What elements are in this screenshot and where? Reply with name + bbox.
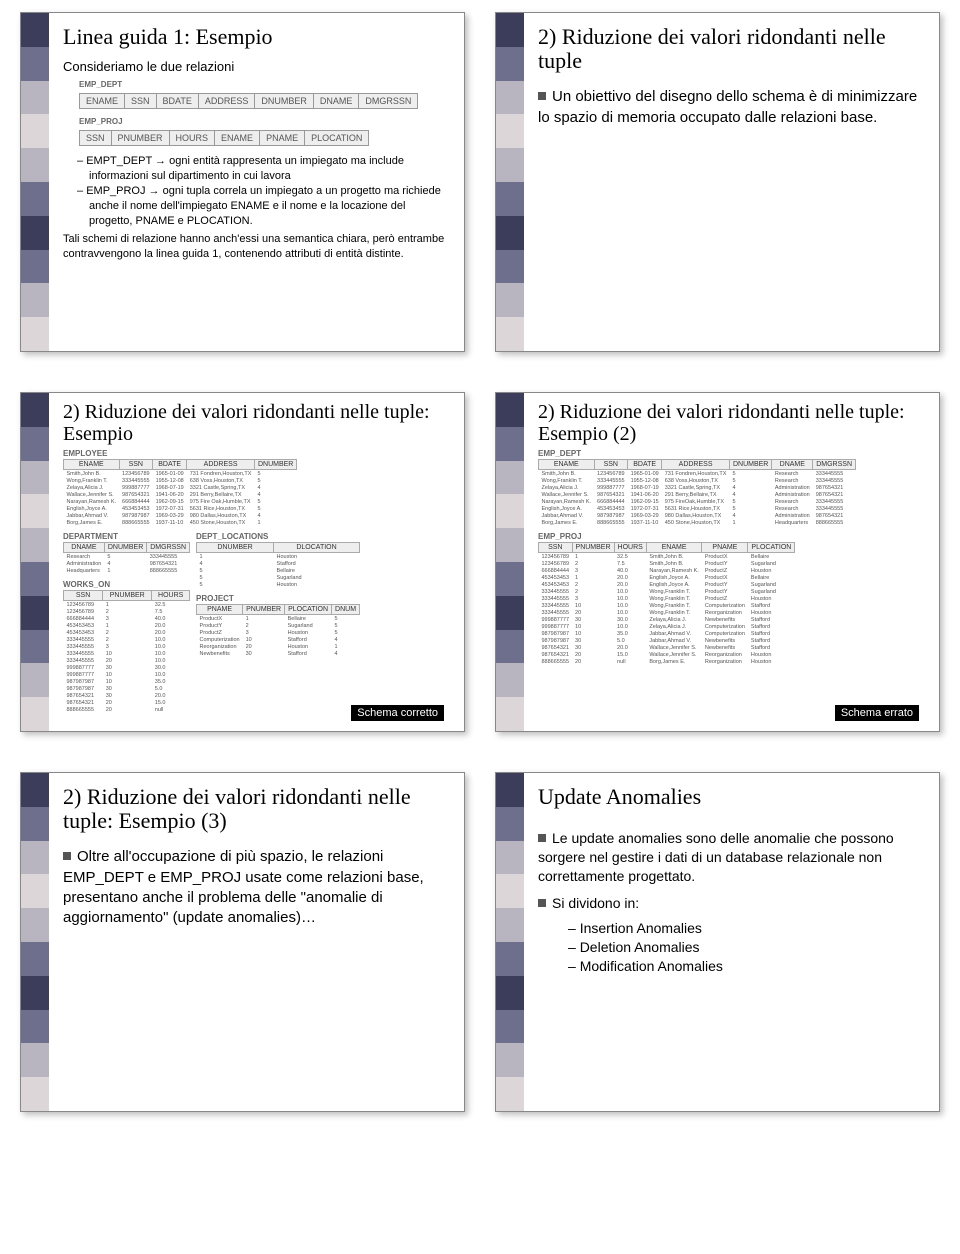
bullet-text: Un obiettivo del disegno dello schema è … — [538, 88, 917, 125]
slide-stripe — [21, 13, 49, 351]
table-label: EMP_PROJ — [538, 532, 925, 541]
table-label: DEPT_LOCATIONS — [196, 532, 360, 541]
dept-loc-table: DNUMBERDLOCATION1Houston4Stafford5Bellai… — [196, 542, 360, 588]
sub-bullet: Modification Anomalies — [568, 957, 925, 976]
employee-table: ENAMESSNBDATEADDRESSDNUMBERSmith,John B.… — [63, 459, 297, 526]
sub-bullet: Insertion Anomalies — [568, 919, 925, 938]
bullet: EMPT_DEPT → ogni entità rappresenta un i… — [77, 154, 450, 184]
bullet: EMP_PROJ → ogni tupla correla un impiega… — [77, 184, 450, 229]
slide-subtitle: Consideriamo le due relazioni — [63, 59, 450, 74]
table-label: DEPARTMENT — [63, 532, 190, 541]
slide-title: Update Anomalies — [538, 785, 925, 809]
bullet: Si dividono in: — [538, 894, 925, 913]
bullet-icon — [538, 92, 546, 100]
slide-title: 2) Riduzione dei valori ridondanti nelle… — [63, 401, 450, 445]
table-label: WORKS_ON — [63, 580, 190, 589]
emp-proj-schema: SSNPNUMBERHOURSENAMEPNAMEPLOCATION — [79, 130, 369, 146]
slide-stripe — [496, 773, 524, 1111]
schema-label: EMP_PROJ — [79, 117, 450, 126]
works-on-table: SSNPNUMBERHOURS123456789132.512345678927… — [63, 590, 190, 713]
body-text: Tali schemi di relazione hanno anch'essi… — [63, 232, 450, 262]
table-label: EMPLOYEE — [63, 449, 450, 458]
bullet-text: Le update anomalies sono delle anomalie … — [538, 830, 894, 884]
bullet-icon — [63, 852, 71, 860]
slide-title: 2) Riduzione dei valori ridondanti nelle… — [63, 785, 450, 833]
schema-label: EMP_DEPT — [79, 80, 450, 89]
slide-3: 2) Riduzione dei valori ridondanti nelle… — [20, 392, 465, 732]
bullet-icon — [538, 834, 546, 842]
bullet-text: Si dividono in: — [552, 895, 639, 911]
emp-dept-schema: ENAMESSNBDATEADDRESSDNUMBERDNAMEDMGRSSN — [79, 93, 418, 109]
department-table: DNAMEDNUMBERDMGRSSNResearch5333445555Adm… — [63, 542, 190, 574]
slide-6: Update Anomalies Le update anomalies son… — [495, 772, 940, 1112]
bullet: Le update anomalies sono delle anomalie … — [538, 829, 925, 886]
bullet: Oltre all'occupazione di più spazio, le … — [63, 847, 450, 928]
slide-stripe — [21, 393, 49, 731]
slide-title: Linea guida 1: Esempio — [63, 25, 450, 49]
slide-title: 2) Riduzione dei valori ridondanti nelle… — [538, 401, 925, 445]
caption: Schema corretto — [351, 705, 444, 721]
page-grid: Linea guida 1: Esempio Consideriamo le d… — [0, 12, 960, 1112]
project-table: PNAMEPNUMBERPLOCATIONDNUMProductX1Bellai… — [196, 604, 360, 657]
slide-stripe — [496, 13, 524, 351]
caption: Schema errato — [835, 705, 919, 721]
slide-stripe — [496, 393, 524, 731]
bullet-icon — [538, 899, 546, 907]
slide-stripe — [21, 773, 49, 1111]
sub-bullet: Deletion Anomalies — [568, 938, 925, 957]
slide-2: 2) Riduzione dei valori ridondanti nelle… — [495, 12, 940, 352]
bullet: Un obiettivo del disegno dello schema è … — [538, 87, 925, 128]
slide-title: 2) Riduzione dei valori ridondanti nelle… — [538, 25, 925, 73]
slide-1: Linea guida 1: Esempio Consideriamo le d… — [20, 12, 465, 352]
slide-4: 2) Riduzione dei valori ridondanti nelle… — [495, 392, 940, 732]
table-label: EMP_DEPT — [538, 449, 925, 458]
emp-dept-table: ENAMESSNBDATEADDRESSDNUMBERDNAMEDMGRSSNS… — [538, 459, 856, 526]
table-label: PROJECT — [196, 594, 360, 603]
slide-5: 2) Riduzione dei valori ridondanti nelle… — [20, 772, 465, 1112]
bullet-text: Oltre all'occupazione di più spazio, le … — [63, 848, 424, 926]
emp-proj-table: SSNPNUMBERHOURSENAMEPNAMEPLOCATION123456… — [538, 542, 795, 665]
